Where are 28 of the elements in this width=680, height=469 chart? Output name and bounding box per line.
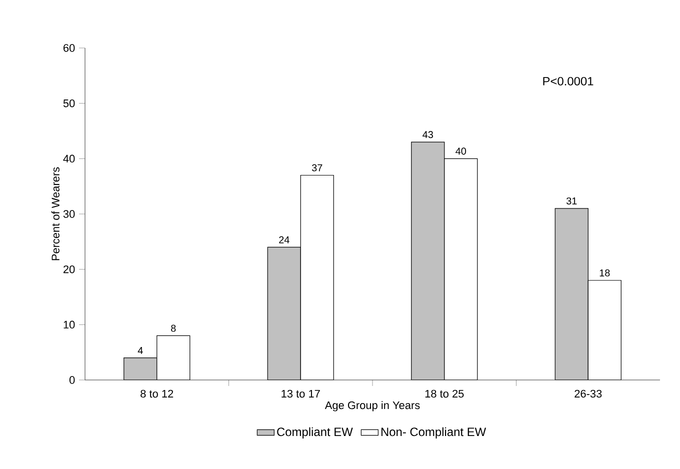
x-axis-title: Age Group in Years (324, 401, 420, 412)
x-tick-label: 8 to 12 (140, 390, 174, 398)
y-axis-title: Percent of Wearers (51, 167, 60, 260)
data-label: 4 (138, 347, 143, 354)
bar (554, 208, 588, 380)
x-tick-label: 18 to 25 (425, 390, 464, 398)
bar (268, 247, 301, 380)
y-tick-label: 10 (64, 320, 75, 329)
bar (411, 142, 444, 380)
data-label: 37 (312, 164, 322, 172)
y-tick-label: 40 (63, 154, 75, 163)
x-tick-label: 26-33 (574, 390, 602, 398)
y-tick-label: 60 (64, 44, 75, 52)
data-label: 40 (456, 148, 466, 155)
y-tick-label: 20 (64, 265, 75, 274)
data-label: 24 (279, 236, 290, 244)
y-tick-label: 0 (69, 376, 75, 384)
y-tick-label: 50 (63, 99, 75, 108)
y-tick-label: 30 (63, 210, 75, 218)
data-label: 18 (600, 269, 610, 276)
bar (124, 358, 157, 380)
data-label: 43 (422, 131, 433, 138)
legend-label: Compliant EW (277, 427, 353, 438)
x-tick-label: 13 to 17 (282, 390, 320, 398)
annotation: P<0.0001 (543, 76, 594, 86)
data-label: 31 (566, 197, 577, 204)
legend-label: Non- Compliant EW (381, 427, 486, 438)
data-label: 8 (171, 324, 176, 332)
